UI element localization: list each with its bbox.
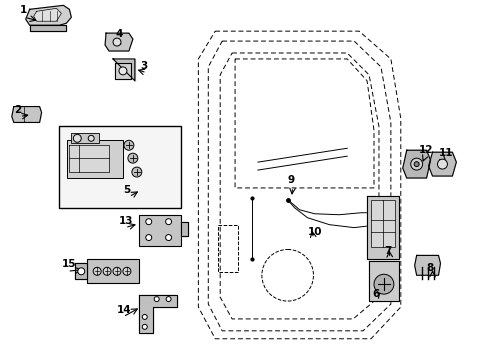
Circle shape	[146, 219, 152, 225]
Circle shape	[124, 140, 134, 150]
Text: 14: 14	[117, 305, 132, 315]
Circle shape	[113, 267, 121, 275]
Polygon shape	[415, 255, 441, 275]
Circle shape	[142, 314, 147, 319]
Circle shape	[154, 297, 159, 302]
Polygon shape	[113, 59, 135, 81]
Polygon shape	[115, 63, 131, 79]
Circle shape	[119, 67, 127, 75]
Text: 12: 12	[418, 145, 433, 155]
Bar	[59, 126, 180, 208]
Circle shape	[103, 267, 111, 275]
Circle shape	[88, 135, 94, 141]
Text: 15: 15	[61, 259, 76, 269]
Circle shape	[166, 297, 171, 302]
Text: 9: 9	[288, 175, 295, 185]
Circle shape	[438, 159, 447, 169]
Circle shape	[411, 158, 422, 170]
Circle shape	[414, 162, 419, 167]
Bar	[72, 133, 99, 143]
Bar	[371, 200, 395, 247]
Text: 10: 10	[308, 226, 322, 237]
Text: 3: 3	[141, 61, 148, 71]
Text: 11: 11	[439, 148, 453, 158]
Circle shape	[93, 267, 101, 275]
Polygon shape	[12, 107, 42, 122]
Circle shape	[166, 235, 171, 240]
Bar	[87, 260, 139, 283]
Text: 1: 1	[20, 5, 27, 15]
Circle shape	[374, 274, 394, 294]
Circle shape	[74, 134, 81, 142]
Circle shape	[132, 167, 142, 177]
Text: 6: 6	[372, 289, 379, 299]
Text: 13: 13	[119, 216, 133, 226]
Polygon shape	[34, 8, 61, 21]
Circle shape	[78, 268, 85, 275]
Circle shape	[128, 153, 138, 163]
Polygon shape	[429, 152, 456, 176]
Circle shape	[142, 324, 147, 329]
Bar	[68, 140, 123, 178]
Circle shape	[123, 267, 131, 275]
Polygon shape	[75, 264, 87, 279]
Polygon shape	[180, 222, 189, 235]
Polygon shape	[403, 150, 431, 178]
Polygon shape	[25, 5, 72, 25]
Text: 4: 4	[115, 29, 122, 39]
Text: 5: 5	[123, 185, 130, 195]
Bar	[218, 225, 238, 272]
Bar	[139, 215, 180, 247]
Polygon shape	[139, 295, 176, 333]
Polygon shape	[70, 145, 109, 172]
Circle shape	[113, 38, 121, 46]
Text: 8: 8	[427, 263, 434, 273]
Text: 2: 2	[14, 104, 21, 114]
Polygon shape	[369, 261, 399, 301]
Polygon shape	[30, 25, 66, 31]
Polygon shape	[367, 196, 399, 260]
Circle shape	[146, 235, 152, 240]
Polygon shape	[105, 33, 133, 51]
Text: 7: 7	[384, 247, 392, 256]
Circle shape	[166, 219, 171, 225]
